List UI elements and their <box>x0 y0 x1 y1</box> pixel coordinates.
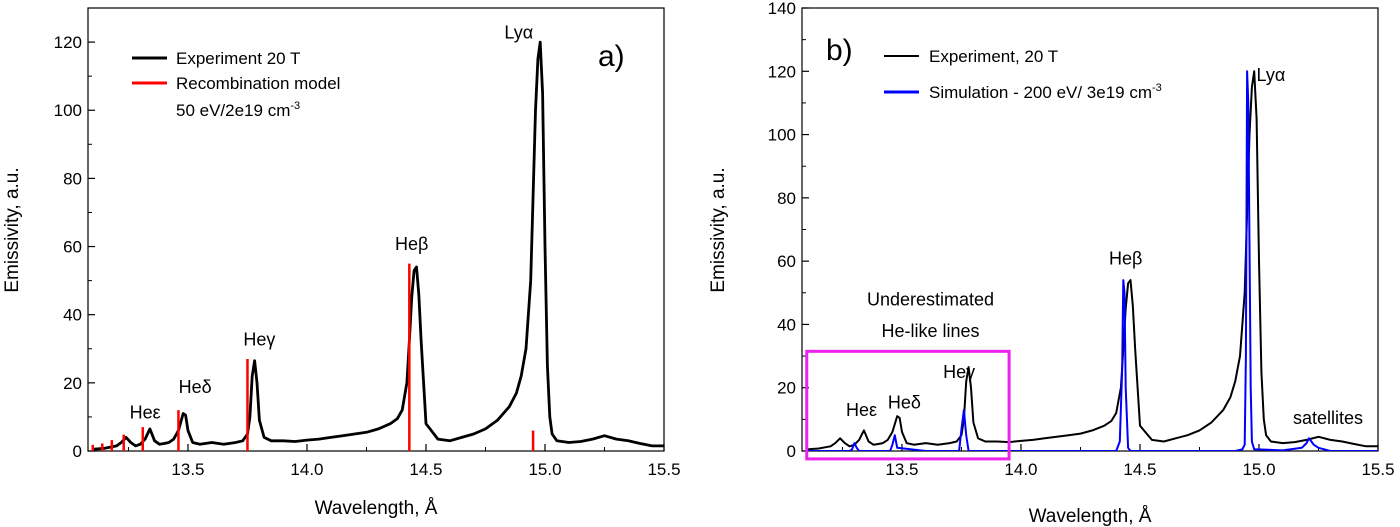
y-tick-label: 0 <box>73 442 82 461</box>
y-ticks: 0 20 40 60 80 100 120 <box>54 33 95 461</box>
y-tick-label: 120 <box>54 33 82 52</box>
y-tick-label: 80 <box>63 169 82 188</box>
peak-annotation: Heβ <box>395 234 428 254</box>
x-ticks: 13.5 14.0 14.5 15.0 15.5 <box>841 444 1395 479</box>
y-tick-label: 140 <box>768 0 796 18</box>
y-tick-label: 80 <box>777 189 796 208</box>
peak-annotation: satellites <box>1293 408 1363 428</box>
y-tick-label: 60 <box>63 238 82 257</box>
x-ticks: 13.5 14.0 14.5 15.0 15.5 <box>127 444 681 479</box>
annotations: Heε Heδ Heγ Heβ Lyα <box>130 23 534 423</box>
x-tick-label: 15.5 <box>1361 460 1394 479</box>
y-axis-title: Emissivity, a.u. <box>2 167 23 292</box>
peak-annotation: Heγ <box>943 362 975 382</box>
legend: Experiment, 20 T Simulation - 200 eV/ 3e… <box>884 47 1162 102</box>
y-tick-label: 20 <box>777 379 796 398</box>
x-tick-label: 14.5 <box>1123 460 1156 479</box>
plot-area <box>91 40 664 451</box>
x-tick-label: 15.0 <box>1242 460 1275 479</box>
x-tick-label: 13.5 <box>171 460 204 479</box>
plot-frame <box>801 7 1379 452</box>
x-tick-label: 15.5 <box>647 460 680 479</box>
y-tick-label: 0 <box>787 442 796 461</box>
legend-model-parameters: 50 eV/2e19 cm-3 <box>176 100 300 120</box>
peak-annotation: Heε <box>130 403 161 423</box>
peak-annotation: Lyα <box>504 23 533 43</box>
y-ticks: 0 20 40 60 80 100 120 140 <box>768 0 809 461</box>
y-tick-label: 40 <box>777 315 796 334</box>
x-axis-title: Wavelength, Å <box>315 498 438 519</box>
series-line-experiment <box>806 70 1378 451</box>
peak-annotation: Heε <box>846 400 877 420</box>
y-tick-label: 120 <box>768 62 796 81</box>
legend-label-simulation-main: Simulation - 200 eV/ 3e19 cm <box>929 83 1152 102</box>
plot-frame <box>87 7 665 452</box>
x-axis-title: Wavelength, Å <box>1029 506 1152 527</box>
x-tick-label: 13.5 <box>885 460 918 479</box>
peak-annotation: Heγ <box>243 329 275 349</box>
x-tick-label: 14.5 <box>409 460 442 479</box>
panel-label: b) <box>826 34 853 67</box>
series-line-simulation <box>806 70 1378 451</box>
panel-a: 0 20 40 60 80 100 120 13.5 14.0 14.5 15.0 15.5 Heε… <box>2 7 681 519</box>
legend-model-parameters-sup: -3 <box>290 100 300 112</box>
legend-label-simulation: Simulation - 200 eV/ 3e19 cm-3 <box>929 82 1162 102</box>
legend-model-parameters-main: 50 eV/2e19 cm <box>176 101 290 120</box>
peak-annotation: Heδ <box>179 377 212 397</box>
legend-label-model: Recombination model <box>176 74 340 93</box>
plot-area <box>805 70 1378 461</box>
annotations: Heε Heδ Heγ Heβ Lyα satellites Underestimated H… <box>846 65 1363 428</box>
x-tick-label: 14.0 <box>290 460 323 479</box>
legend-label-simulation-sup: -3 <box>1152 82 1162 94</box>
x-tick-label: 15.0 <box>528 460 561 479</box>
y-tick-label: 100 <box>768 126 796 145</box>
peak-annotation: Lyα <box>1257 65 1286 85</box>
series-line-experiment <box>92 40 664 451</box>
y-tick-label: 60 <box>777 252 796 271</box>
legend-label-experiment: Experiment 20 T <box>176 49 300 68</box>
y-tick-label: 40 <box>63 306 82 325</box>
x-tick-label: 14.0 <box>1004 460 1037 479</box>
peak-annotation: Heβ <box>1109 248 1142 268</box>
y-axis-title: Emissivity, a.u. <box>708 167 729 292</box>
peak-annotation: Underestimated <box>867 289 994 309</box>
panel-label: a) <box>598 40 625 73</box>
peak-annotation: He-like lines <box>882 321 980 341</box>
highlight-box <box>805 349 1011 461</box>
legend-label-experiment: Experiment, 20 T <box>929 47 1058 66</box>
y-tick-label: 20 <box>63 374 82 393</box>
legend: Experiment 20 T Recombination model 50 e… <box>132 49 340 120</box>
y-tick-label: 100 <box>54 101 82 120</box>
peak-annotation: Heδ <box>888 392 921 412</box>
